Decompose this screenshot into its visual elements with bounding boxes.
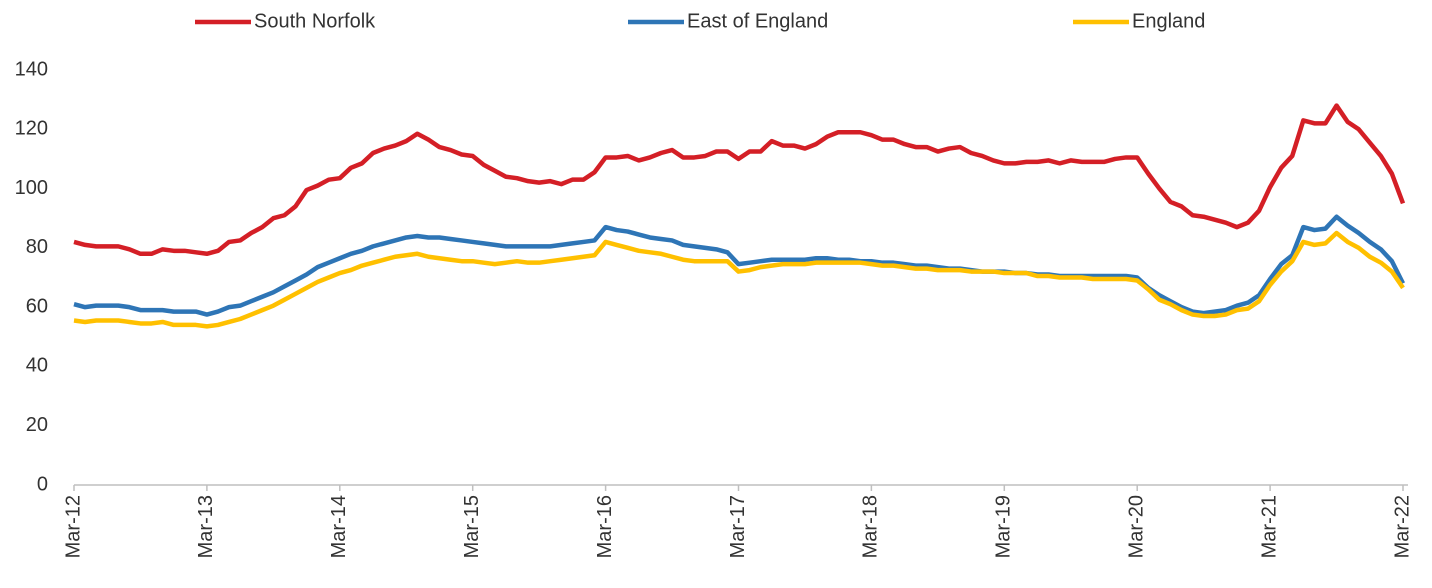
y-tick-label: 60 bbox=[26, 295, 48, 317]
x-tick-label: Mar-18 bbox=[860, 495, 882, 558]
y-tick-label: 0 bbox=[37, 473, 48, 495]
series-line bbox=[73, 103, 1406, 257]
legend-label: South Norfolk bbox=[254, 10, 376, 32]
x-tick-label: Mar-15 bbox=[461, 495, 483, 558]
legend-label: East of England bbox=[687, 10, 828, 32]
y-tick-label: 100 bbox=[15, 177, 48, 199]
legend-label: England bbox=[1132, 10, 1205, 32]
x-tick-label: Mar-12 bbox=[62, 495, 84, 558]
x-tick-label: Mar-20 bbox=[1125, 495, 1147, 558]
y-tick-label: 120 bbox=[15, 118, 48, 140]
y-tick-label: 20 bbox=[26, 414, 48, 436]
x-tick-label: Mar-19 bbox=[993, 495, 1015, 558]
y-tick-label: 140 bbox=[15, 58, 48, 80]
series-line bbox=[73, 214, 1406, 317]
x-tick-label: Mar-17 bbox=[727, 495, 749, 558]
y-tick-label: 80 bbox=[26, 236, 48, 258]
x-tick-label: Mar-13 bbox=[195, 495, 217, 558]
x-tick-label: Mar-14 bbox=[328, 495, 350, 558]
x-tick-label: Mar-22 bbox=[1391, 495, 1413, 558]
y-tick-label: 40 bbox=[26, 355, 48, 377]
series-line bbox=[73, 230, 1405, 329]
x-tick-label: Mar-21 bbox=[1258, 495, 1280, 558]
x-tick-label: Mar-16 bbox=[594, 495, 616, 558]
